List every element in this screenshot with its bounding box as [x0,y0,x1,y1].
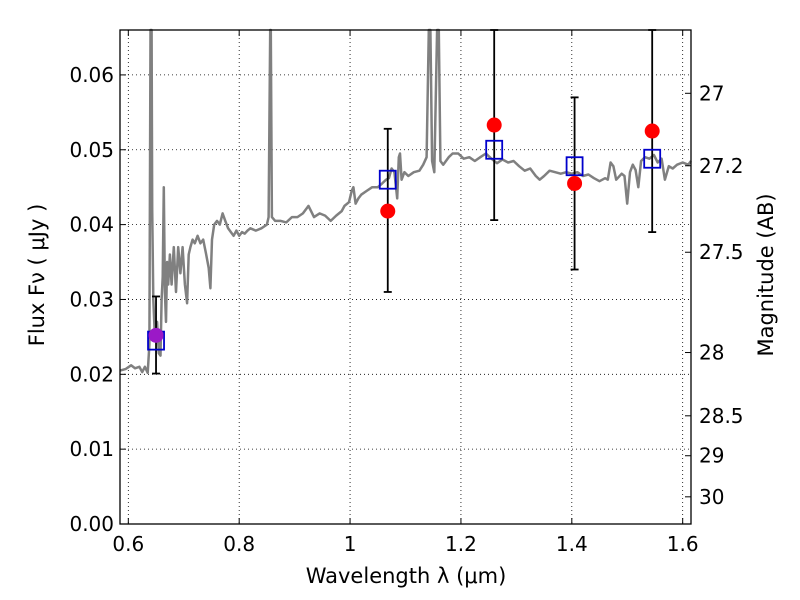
spectrum-series [119,28,692,375]
y2-tick-label: 27 [699,81,724,105]
grid-lines [120,30,691,525]
observed-points [148,117,660,343]
spectrum-line [119,28,692,375]
y-tick-label: 0.01 [69,437,114,461]
observed-point [567,175,583,191]
model-squares [147,139,662,351]
model-square [378,169,397,190]
y-tick-label: 0.05 [69,138,114,162]
model-square [485,139,504,160]
x-tick-label: 0.6 [112,532,144,556]
y2-tick-label: 29 [699,444,724,468]
y2-tick-label: 28 [699,341,724,365]
y-tick-label: 0.03 [69,287,114,311]
y-tick-label: 0.04 [69,213,114,237]
model-square [565,156,584,177]
model-square [643,148,662,169]
y2-tick-label: 30 [699,485,724,509]
error-bars [152,29,657,375]
x-axis-title: Wavelength λ (μm) [306,564,507,588]
plot-frame [119,29,692,525]
y2-tick-label: 27.5 [699,240,744,264]
observed-point [644,123,660,139]
observed-point [148,327,164,343]
axis-ticks: 0.6 0.8 1 1.2 1.4 1.6 0.00 0.01 0.02 0.03 0.04 0.05… [69,30,744,556]
x-tick-label: 1 [344,532,357,556]
y-tick-label: 0.00 [69,512,114,536]
x-tick-label: 1.2 [445,532,477,556]
y-axis-title: Flux Fν ( μJy ) [25,204,49,347]
y2-tick-label: 28.5 [699,404,744,428]
y-tick-label: 0.06 [69,63,114,87]
y2-axis-title: Magnitude (AB) [754,193,778,356]
observed-point [380,203,396,219]
y-tick-label: 0.02 [69,362,114,386]
x-tick-label: 1.4 [556,532,588,556]
y2-tick-label: 27.2 [699,154,744,178]
x-tick-label: 0.8 [223,532,255,556]
observed-point [486,117,502,133]
x-tick-label: 1.6 [667,532,699,556]
